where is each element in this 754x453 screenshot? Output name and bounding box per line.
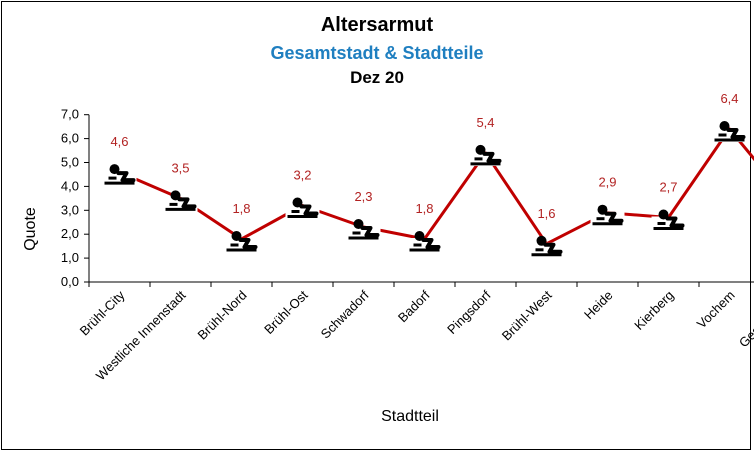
person-icon [163,190,198,212]
data-label: 2,9 [598,175,616,190]
chart-subtitle: Gesamtstadt & Stadtteile [270,43,484,63]
chart-title: Altersarmut [320,14,434,36]
data-label: 4,6 [110,134,128,149]
chart-period: Dez 20 [350,68,404,87]
person-icon [346,219,381,240]
y-axis-title: Quote [22,207,39,251]
data-label: 2,3 [354,189,372,204]
person-icon [529,235,564,257]
x-tick-label: Brühl-Ost [261,287,311,337]
series-line [118,127,754,246]
y-axis: 0,0 1,0 2,0 3,0 4,0 5,0 6,0 7,0 [61,107,90,289]
data-label: 5,4 [476,115,494,130]
x-tick-label: Gesamtstadt [736,287,754,350]
data-label: 3,2 [293,168,311,183]
y-tick-label: 4,0 [61,178,79,193]
data-label: 2,7 [659,179,677,194]
x-tick-label: Brühl-City [77,287,128,338]
data-label: 1,6 [537,206,555,221]
person-icon [712,121,747,142]
y-tick-label: 6,0 [61,131,79,146]
person-icon [468,144,503,166]
x-tick-label: Pingsdorf [444,287,494,337]
x-tick-label: Heide [581,288,616,323]
y-tick-label: 5,0 [61,155,79,170]
x-tick-label: Brühl-West [499,287,555,343]
x-tick-label: Schwadorf [318,287,372,341]
person-icon [651,209,686,231]
x-tick-label: Brühl-Nord [195,288,250,343]
y-tick-label: 3,0 [61,202,79,217]
y-tick-label: 1,0 [61,250,79,265]
x-tick-label: Kierberg [631,288,676,333]
person-icon [407,231,442,252]
x-tick-label: Badorf [395,287,433,325]
y-tick-label: 0,0 [61,274,79,289]
data-label: 1,8 [415,201,433,216]
x-axis-title: Stadtteil [381,408,439,425]
person-icon [590,204,625,226]
data-label: 6,4 [720,91,738,106]
x-tick-label: Vochem [694,288,738,332]
data-label: 1,8 [232,201,250,216]
y-tick-label: 2,0 [61,226,79,241]
person-icon [285,197,320,219]
person-icon [102,164,137,186]
person-icon [224,231,259,252]
series: 4,63,51,83,22,31,85,41,62,92,76,43,3 [102,91,754,257]
data-label: 3,5 [171,160,189,175]
y-tick-label: 7,0 [61,107,79,122]
